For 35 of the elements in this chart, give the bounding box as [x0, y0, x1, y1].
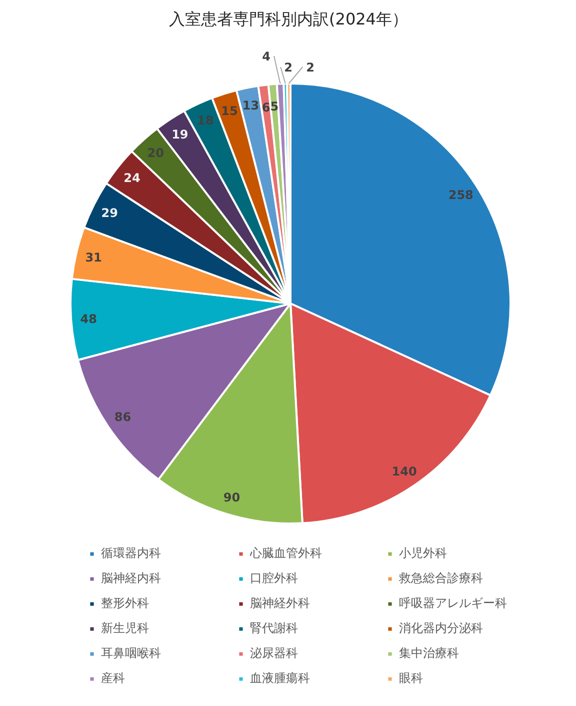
- data-label: 18: [196, 113, 214, 128]
- data-label: 31: [85, 250, 102, 264]
- legend-label: 救急総合診療科: [399, 570, 484, 587]
- legend-label: 新生児科: [101, 620, 150, 637]
- data-label: 140: [392, 464, 417, 478]
- legend-label: 泌尿器科: [250, 645, 299, 662]
- data-label: 258: [448, 188, 474, 202]
- data-label: 19: [172, 127, 188, 142]
- legend-label: 脳神経内科: [101, 570, 162, 587]
- data-label: 24: [124, 171, 140, 186]
- data-label: 15: [221, 104, 238, 118]
- legend-label: 眼科: [399, 670, 424, 687]
- legend-label: 腎代謝科: [250, 620, 299, 637]
- legend-label: 心臓血管外科: [250, 545, 323, 562]
- legend-label: 集中治療科: [399, 645, 460, 662]
- legend-label: 循環器内科: [101, 545, 162, 562]
- legend-label: 整形外科: [101, 595, 150, 612]
- data-label: 2: [284, 60, 292, 74]
- legend-label: 呼吸器アレルギー科: [399, 595, 508, 612]
- data-label: 90: [223, 490, 240, 505]
- legend-label: 耳鼻咽喉科: [101, 645, 162, 662]
- data-label: 13: [242, 98, 260, 113]
- legend-label: 産科: [101, 670, 126, 687]
- data-label: 29: [101, 206, 118, 220]
- legend-label: 血液腫瘍科: [250, 670, 311, 687]
- data-label: 2: [306, 60, 314, 74]
- chart-title: 入室患者専門科別内訳(2024年）: [169, 10, 408, 28]
- data-label: 6: [262, 100, 270, 115]
- legend-label: 口腔外科: [250, 570, 299, 587]
- data-label: 48: [80, 312, 98, 326]
- legend-label: 脳神経外科: [250, 595, 311, 612]
- legend-label: 消化器内分泌科: [399, 620, 484, 637]
- data-label: 86: [114, 410, 132, 424]
- data-label: 4: [262, 50, 270, 64]
- legend-label: 小児外科: [399, 545, 448, 562]
